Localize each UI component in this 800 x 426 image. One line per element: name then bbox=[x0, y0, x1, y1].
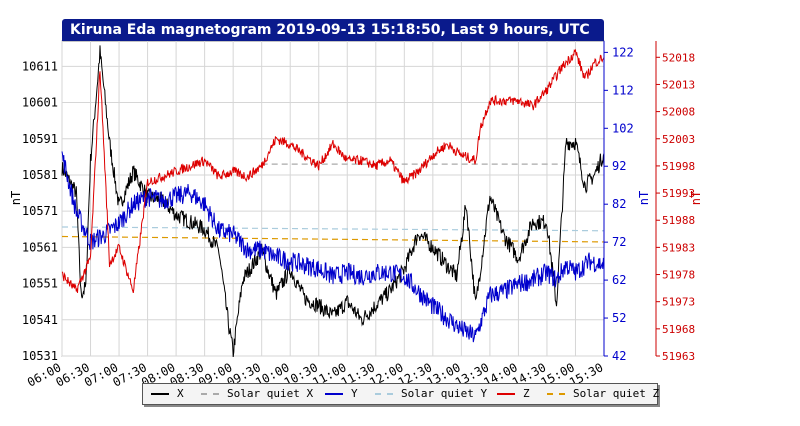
middle-axis-tick-label: 72 bbox=[612, 235, 626, 249]
left-axis-tick-label: 10611 bbox=[22, 59, 58, 73]
title-bar bbox=[62, 19, 604, 41]
series-lines bbox=[61, 45, 605, 358]
series-line-solar-quiet-y bbox=[61, 226, 605, 232]
left-axis-tick-label: 10571 bbox=[22, 204, 58, 218]
middle-axis-tick-label: 62 bbox=[612, 273, 626, 287]
right-axis-tick-label: 52018 bbox=[662, 51, 695, 64]
series-line-y bbox=[61, 151, 605, 343]
right-axis-tick-label: 51998 bbox=[662, 160, 695, 173]
legend-label-solar-quiet-x: Solar quiet X bbox=[227, 387, 314, 400]
left-axis-label: nT bbox=[9, 191, 23, 205]
legend-swatch-solar-quiet-y bbox=[375, 393, 393, 395]
gridlines bbox=[61, 41, 605, 357]
right-axis-tick-label: 51968 bbox=[662, 323, 695, 336]
middle-axis-label: nT bbox=[637, 191, 651, 205]
right-axis-tick-label: 51993 bbox=[662, 187, 695, 200]
left-axis-tick-label: 10561 bbox=[22, 240, 58, 254]
solar-quiet-lines bbox=[61, 163, 605, 243]
legend-label-solar-quiet-z: Solar quiet Z bbox=[573, 387, 660, 400]
chart-title: Kiruna Eda magnetogram 2019-09-13 15:18:… bbox=[70, 22, 590, 38]
middle-axis-tick-label: 102 bbox=[612, 121, 634, 135]
right-axis-label: nT bbox=[689, 191, 703, 205]
right-axis-tick-label: 51963 bbox=[662, 350, 695, 363]
middle-axis-tick-label: 122 bbox=[612, 45, 634, 59]
right-axis-tick-label: 51973 bbox=[662, 296, 695, 309]
left-axis-tick-label: 10541 bbox=[22, 313, 58, 327]
middle-axis-tick-label: 92 bbox=[612, 159, 626, 173]
left-axis-tick-label: 10591 bbox=[22, 132, 58, 146]
series-line-x bbox=[61, 45, 605, 358]
series-line-solar-quiet-z bbox=[61, 235, 605, 243]
legend-swatch-solar-quiet-x bbox=[201, 393, 219, 395]
legend-swatch-x bbox=[151, 393, 169, 395]
middle-axis-tick-label: 52 bbox=[612, 311, 626, 325]
middle-axis-tick-label: 112 bbox=[612, 83, 634, 97]
right-axis-tick-label: 52003 bbox=[662, 133, 695, 146]
right-axis-tick-label: 52008 bbox=[662, 106, 695, 119]
right-axis-tick-label: 51988 bbox=[662, 214, 695, 227]
left-axis-tick-label: 10551 bbox=[22, 277, 58, 291]
middle-axis-tick-label: 42 bbox=[612, 349, 626, 363]
left-axis-tick-label: 10601 bbox=[22, 96, 58, 110]
right-axis-tick-label: 51983 bbox=[662, 241, 695, 254]
series-line-z bbox=[61, 48, 605, 294]
right-axis-tick-label: 52013 bbox=[662, 78, 695, 91]
legend-swatch-solar-quiet-z bbox=[547, 393, 565, 395]
legend: X Solar quiet X Y Solar quiet Y Z Solar … bbox=[142, 383, 660, 405]
legend-label-x: X bbox=[177, 387, 184, 400]
legend-label-solar-quiet-y: Solar quiet Y bbox=[401, 387, 488, 400]
middle-axis-tick-label: 82 bbox=[612, 197, 626, 211]
legend-label-y: Y bbox=[351, 387, 358, 400]
legend-label-z: Z bbox=[523, 387, 530, 400]
right-axis-tick-label: 51978 bbox=[662, 269, 695, 282]
left-axis-tick-label: 10581 bbox=[22, 168, 58, 182]
legend-swatch-z bbox=[497, 393, 515, 395]
left-axis-tick-label: 10531 bbox=[22, 349, 58, 363]
legend-swatch-y bbox=[325, 393, 343, 395]
